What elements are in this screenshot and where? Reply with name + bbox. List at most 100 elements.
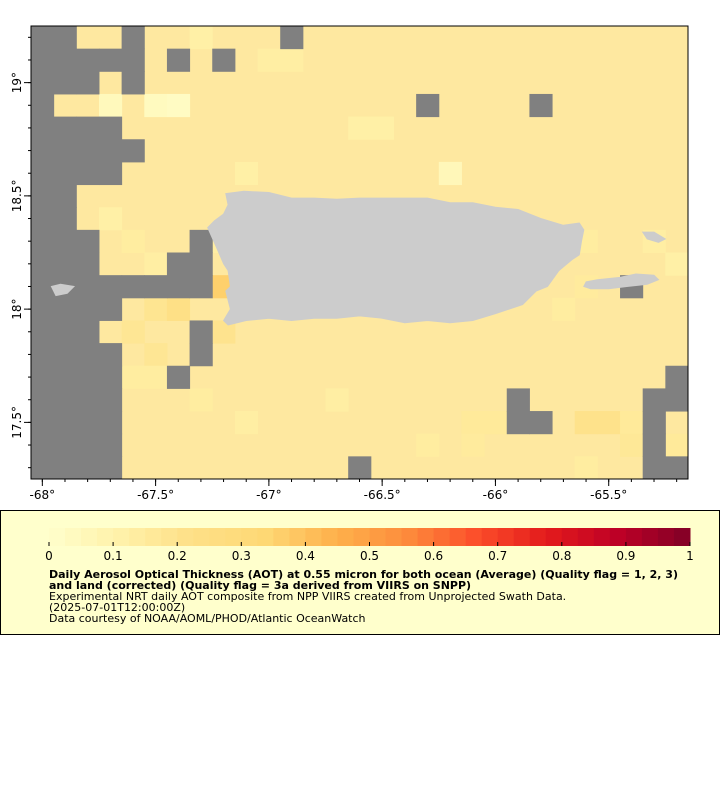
missing-data-cell (76, 48, 100, 72)
colorbar-cell (433, 528, 451, 546)
colorbar-cell (161, 528, 178, 546)
missing-data-cell (121, 26, 145, 50)
colorbar-tick-label: 0.2 (168, 549, 187, 563)
missing-data-cell (31, 433, 55, 457)
missing-data-cell (280, 26, 304, 50)
missing-data-cell (76, 139, 100, 163)
colorbar-tick-labels: 0 0.1 0.2 0.3 0.4 0.5 0.6 0.7 0.8 0.9 1 (45, 542, 694, 563)
missing-data-cell (31, 184, 55, 208)
aot-cell (325, 388, 349, 412)
colorbar-tick-label: 0 (45, 549, 53, 563)
aot-cell (189, 26, 213, 50)
land-puerto-rico (207, 190, 585, 326)
legend-panel: 0 0.1 0.2 0.3 0.4 0.5 0.6 0.7 0.8 0.9 1 Daily Aero… (0, 510, 720, 635)
colorbar-cell (97, 528, 114, 546)
colorbar-cell (49, 528, 66, 546)
missing-data-cell (76, 252, 100, 276)
colorbar-cell (65, 528, 82, 546)
colorbar-cell (129, 528, 146, 546)
missing-data-cell (166, 275, 191, 299)
colorbar-cell (81, 528, 98, 546)
land-vieques (583, 273, 660, 290)
aot-cell (212, 320, 236, 344)
aot-cell (98, 207, 123, 231)
missing-data-cell (98, 161, 123, 186)
missing-data-cell (326, 479, 349, 502)
missing-data-cell (53, 26, 77, 50)
colorbar-cell (561, 528, 579, 546)
aot-cell (620, 411, 644, 435)
missing-data-cell (98, 456, 123, 479)
map-plot-area (31, 26, 688, 502)
legend-description: Experimental NRT daily AOT composite fro… (49, 590, 567, 603)
missing-data-cell (144, 275, 168, 299)
missing-data-cell (121, 48, 145, 72)
missing-data-cell (76, 297, 100, 321)
legend-text-block: Daily Aerosol Optical Thickness (AOT) at… (49, 569, 689, 624)
colorbar-tick-label: 0.6 (424, 549, 443, 563)
missing-data-cell (98, 297, 123, 321)
missing-data-cell (212, 48, 236, 72)
aot-cell (280, 48, 304, 72)
missing-data-cell (98, 275, 123, 299)
missing-data-cell (31, 320, 55, 344)
missing-data-cell (166, 365, 191, 389)
aot-cell (438, 161, 462, 186)
missing-data-cell (642, 456, 666, 479)
missing-data-cell (31, 48, 55, 72)
aot-cell (348, 116, 372, 140)
colorbar: 0 0.1 0.2 0.3 0.4 0.5 0.6 0.7 0.8 0.9 1 (45, 528, 694, 563)
colorbar-cell (545, 528, 563, 546)
missing-data-cell (53, 411, 77, 435)
aot-cell (144, 365, 168, 389)
aot-cell (370, 116, 394, 140)
lon-tick-label: -68° (30, 488, 56, 502)
colorbar-cell (673, 528, 691, 546)
missing-data-cell (31, 139, 55, 163)
missing-data-cell (529, 411, 553, 435)
missing-data-cell (53, 116, 77, 140)
colorbar-tick-label: 0.8 (552, 549, 571, 563)
aot-cell (665, 252, 688, 276)
missing-data-cell (76, 161, 100, 186)
aot-cell (484, 411, 508, 435)
missing-data-cell (53, 48, 77, 72)
lon-tick-label: -67.5° (137, 488, 174, 502)
missing-data-cell (53, 139, 77, 163)
colorbar-tick-label: 0.4 (296, 549, 315, 563)
colorbar-cell (529, 528, 547, 546)
lat-tick-label: 17.5° (10, 406, 24, 439)
colorbar-tick-label: 0.9 (616, 549, 635, 563)
missing-data-cell (98, 388, 123, 412)
missing-data-cell (506, 411, 530, 435)
aot-cell (144, 343, 168, 367)
colorbar-cell (401, 528, 419, 546)
map-figure: -68° -67.5° -67° -66.5° -66° -65.5° 19° 18.5° 18… (10, 25, 689, 502)
missing-data-cell (189, 343, 213, 367)
missing-data-cell (416, 93, 440, 118)
colorbar-cell (321, 528, 338, 546)
colorbar-cell (497, 528, 515, 546)
missing-data-cell (31, 93, 55, 118)
colorbar-cell (257, 528, 274, 546)
colorbar-cell (241, 528, 258, 546)
missing-data-cell (76, 116, 100, 140)
aot-cell (166, 93, 191, 118)
lon-tick-label: -66.5° (364, 488, 401, 502)
missing-data-cell (31, 207, 55, 231)
missing-data-cell (166, 252, 191, 276)
colorbar-cell (657, 528, 675, 546)
missing-data-cell (53, 456, 77, 479)
colorbar-tick-label: 0.1 (104, 549, 123, 563)
colorbar-cell (449, 528, 467, 546)
colorbar-cell (465, 528, 483, 546)
missing-data-cell (642, 388, 666, 412)
aot-cell (461, 411, 485, 435)
aot-cell (166, 297, 191, 321)
missing-data-cell (31, 116, 55, 140)
colorbar-cell (625, 528, 643, 546)
missing-data-cell (642, 433, 666, 457)
aot-cell (121, 320, 145, 344)
missing-data-cell (31, 343, 55, 367)
missing-data-cell (31, 161, 55, 186)
